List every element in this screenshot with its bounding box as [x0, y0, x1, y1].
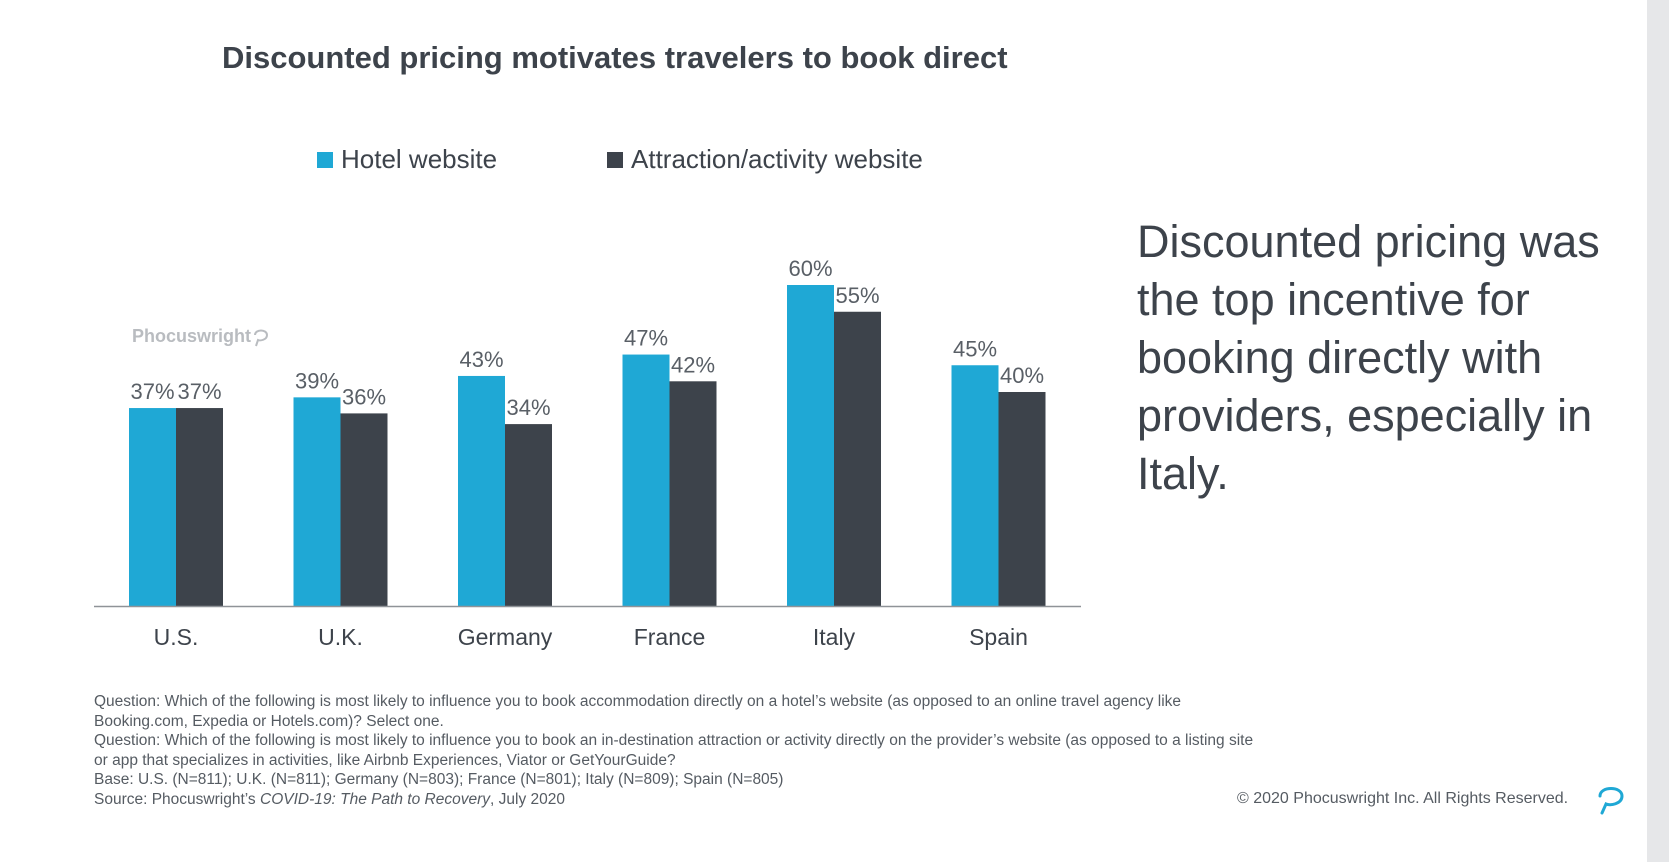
data-label-hotel-2: 43%	[459, 347, 503, 372]
copyright: © 2020 Phocuswright Inc. All Rights Rese…	[1237, 790, 1569, 807]
watermark: Phocuswright	[132, 326, 270, 348]
x-tick-label-4: Italy	[813, 624, 856, 650]
legend-swatch-attraction	[607, 151, 623, 168]
bar-chart: 37% 37% U.S. 39%36% U.K. 43%34% Germany 47%42% F…	[94, 256, 1081, 650]
bar-hotel-1	[293, 397, 341, 606]
data-label-attraction-3: 42%	[671, 352, 715, 377]
data-label-attraction-4: 55%	[835, 283, 879, 308]
legend-item-attraction: Attraction/activity website	[607, 144, 923, 175]
bar-hotel-2	[458, 375, 505, 606]
footnote-question-2: Question: Which of the following is most…	[94, 732, 1254, 769]
bar-hotel-0	[129, 408, 176, 606]
legend-label-hotel: Hotel website	[341, 144, 498, 174]
legend-item-hotel: Hotel website	[317, 144, 497, 175]
callout-text: Discounted pricing was the top incentive…	[1137, 216, 1600, 499]
footnote-base: Base: U.S. (N=811); U.K. (N=811); German…	[94, 771, 784, 788]
bar-attraction-4	[834, 311, 881, 606]
data-label-hotel-0: 37%	[130, 379, 174, 404]
bar-hotel-4	[787, 285, 834, 606]
data-label-hotel-5: 45%	[953, 336, 997, 361]
data-label-hotel-3: 47%	[624, 326, 668, 351]
bar-hotel-5	[951, 365, 999, 606]
data-label-attraction-1: 36%	[342, 384, 386, 409]
x-tick-label-2: Germany	[458, 624, 553, 650]
source-prefix: Source: Phocuswright’s	[94, 790, 260, 808]
bar-attraction-0	[176, 408, 223, 606]
bar-attraction-1	[340, 413, 388, 606]
footnote-question-1: Question: Which of the following is most…	[94, 693, 1182, 730]
source-title: COVID-19: The Path to Recovery	[260, 790, 491, 808]
legend-label-attraction: Attraction/activity website	[631, 144, 923, 174]
data-label-attraction-0: 37%	[177, 379, 221, 404]
source-suffix: , July 2020	[490, 790, 565, 808]
watermark-text: Phocuswright	[132, 326, 252, 346]
x-tick-label-0: U.S.	[154, 624, 199, 650]
x-tick-label-3: France	[634, 624, 706, 650]
bar-hotel-3	[622, 354, 670, 606]
phocuswright-logo-icon	[1598, 787, 1624, 815]
legend-swatch-hotel	[317, 151, 333, 168]
footnote-source: Source: Phocuswright’s COVID-19: The Pat…	[94, 790, 1254, 810]
data-label-attraction-5: 40%	[1000, 363, 1044, 388]
speech-bubble-icon	[254, 329, 269, 347]
bar-attraction-5	[998, 392, 1046, 606]
data-label-hotel-4: 60%	[788, 256, 832, 281]
chart-title: Discounted pricing motivates travelers t…	[222, 40, 1008, 75]
bar-attraction-3	[669, 381, 717, 606]
footnotes: Question: Which of the following is most…	[94, 692, 1254, 809]
data-label-attraction-2: 34%	[506, 395, 550, 420]
data-label-hotel-1: 39%	[295, 368, 339, 393]
x-tick-label-5: Spain	[969, 624, 1028, 650]
x-tick-label-1: U.K.	[318, 624, 363, 650]
side-strip	[1647, 0, 1669, 862]
bar-attraction-2	[505, 424, 552, 606]
